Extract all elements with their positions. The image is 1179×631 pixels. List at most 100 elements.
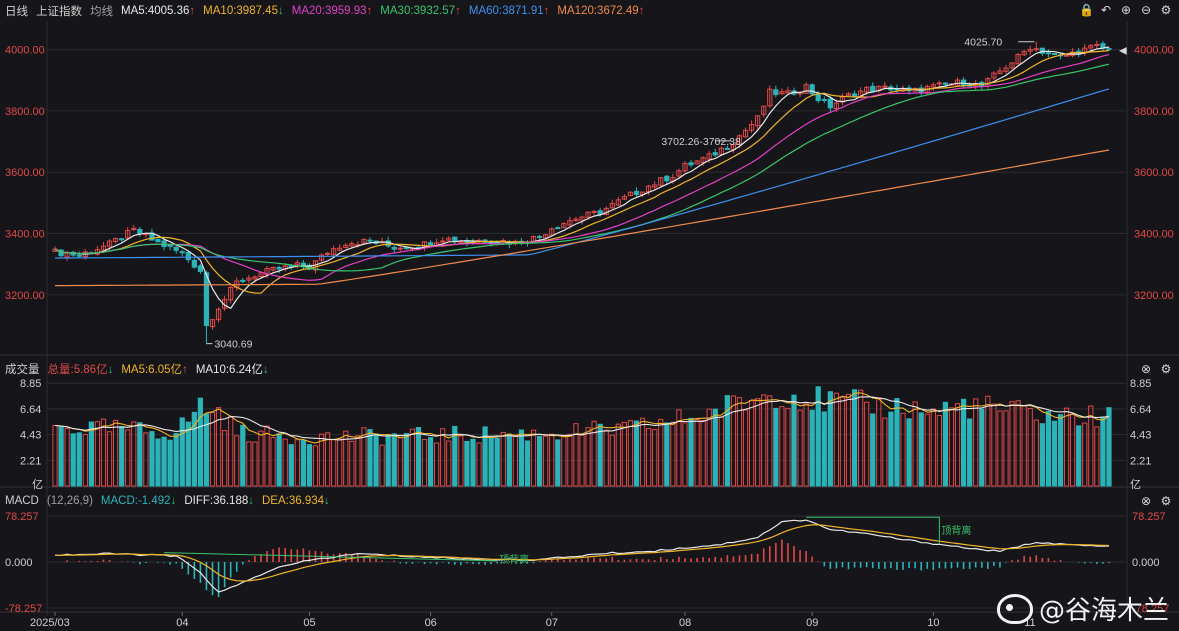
close-icon[interactable]: ⊗ [1140,362,1152,376]
volume-tools: ⊗ ⚙ [1139,362,1173,376]
gear-icon[interactable]: ⚙ [1160,3,1172,17]
volume-bar [912,401,918,487]
candle-body [440,240,446,243]
close-icon[interactable]: ⊗ [1140,494,1152,508]
ma-mode-label[interactable]: 均线 [90,6,113,18]
volume-bar [421,438,428,487]
gear-icon[interactable]: ⚙ [1160,494,1172,508]
volume-bar [543,435,549,487]
volume-bar [306,444,313,487]
candle-body [343,244,349,248]
candle-body [755,115,761,127]
volume-bar [240,424,246,487]
gear-icon[interactable]: ⚙ [1160,362,1172,376]
volume-bar [482,426,488,487]
candle-body [536,235,543,238]
ma-legend-ma60: MA60:3871.91↑ [468,5,550,17]
candle-body [318,254,325,261]
candle-body [700,157,706,164]
lock-icon[interactable]: 🔒 [1079,3,1094,17]
volume-bar [228,416,234,487]
volume-bar [567,433,573,487]
candle-body [173,246,179,251]
volume-bar [331,439,337,487]
ma-legend-ma120: MA120:3672.49↑ [557,5,645,17]
macd-tick-label-right: -78.257 [1132,603,1169,615]
period-label[interactable]: 日线 [5,6,28,18]
candle-body [1063,54,1070,57]
macd-value: MACD:-1.492↓ [100,495,177,507]
volume-bar [1027,407,1033,487]
candle-body [664,175,670,182]
volume-bar [979,408,985,487]
volume-bar [1003,410,1009,487]
candle-body [858,90,864,98]
candle-body [100,245,107,251]
volume-bar [100,418,107,487]
volume-ma10: MA10:6.24亿↓ [195,364,269,376]
volume-bar [1106,407,1112,487]
undo-icon[interactable]: ↶ [1100,3,1112,17]
volume-tick-label-left: 6.64 [20,404,41,416]
zoom-in-icon[interactable]: ⊕ [1120,3,1132,17]
macd-histogram [60,539,1110,598]
volume-bar [627,420,634,487]
volume-bar [337,438,343,487]
candle-body [215,308,222,321]
zoom-out-icon[interactable]: ⊖ [1140,3,1152,17]
price-tick-label-left: 3600.00 [5,167,45,179]
volume-bar [476,442,482,487]
volume-bar [936,415,942,487]
volume-bar [1021,405,1027,487]
candle-body [785,90,791,94]
candle-body [936,82,942,85]
volume-bar [748,400,755,487]
volume-bar [1015,400,1021,487]
volume-bar [282,438,288,487]
ma-legend-ma30: MA30:3932.57↑ [380,5,461,17]
volume-bar [924,413,930,487]
ma-legend: MA5:4005.36↑ MA10:3987.45↓ MA20:3959.93↑ MA… [121,5,652,17]
volume-bar [797,409,803,487]
candle-body [742,129,749,138]
volume-bar [585,427,591,487]
candle-body [845,93,852,97]
volume-tick-label-left: 4.43 [20,430,41,442]
volume-bar [688,417,694,487]
volume-tick-label-right: 6.64 [1130,404,1151,416]
candle-body [349,243,355,247]
volume-bar [652,429,658,487]
candle-body [119,238,125,241]
volume-bar [870,413,876,487]
ma-line-ma20 [54,54,1110,281]
candle-body [246,277,252,281]
volume-bar [997,410,1003,487]
candle-body [167,244,173,247]
candle-body [1039,47,1045,54]
candle-body [997,70,1003,74]
candle-body [724,147,730,150]
volume-bar [1063,407,1070,487]
volume-bar [464,440,470,487]
candle-body [1033,48,1039,51]
candle-body [446,237,452,241]
candle-body [1009,62,1015,69]
volume-bar [561,436,567,487]
volume-bar [742,409,749,487]
volume-bar [88,421,94,487]
weibo-logo-icon [996,593,1033,624]
volume-bar [791,394,797,487]
ma-legend-ma5: MA5:4005.36↑ [121,5,196,17]
candle-body [567,220,573,226]
volume-bar [252,441,258,487]
candle-body [930,84,936,88]
candle-body [960,79,967,86]
volume-bar [676,409,682,487]
volume-bar [815,386,821,487]
volume-bar [670,421,676,487]
candle-body [222,298,228,309]
volume-bar [343,430,349,487]
x-month-label: 08 [679,617,691,629]
volume-bar [985,395,991,487]
